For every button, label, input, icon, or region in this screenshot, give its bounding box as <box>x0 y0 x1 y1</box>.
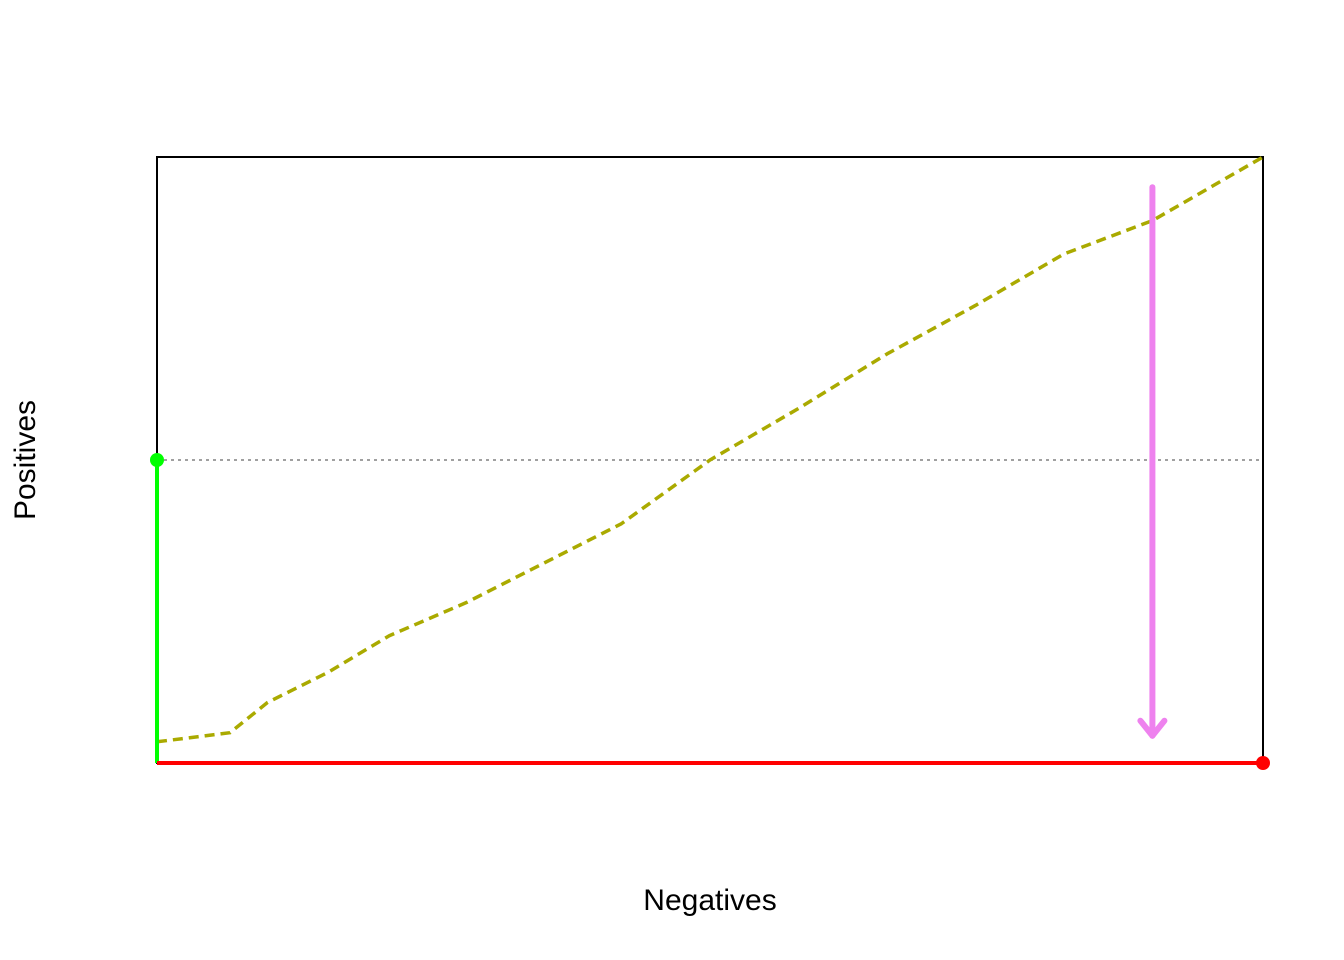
x-axis-label: Negatives <box>643 884 776 917</box>
y-axis-label: Positives <box>9 400 42 520</box>
point-marker-0 <box>150 453 164 467</box>
point-marker-1 <box>1256 756 1270 770</box>
marks-layer <box>150 155 1270 770</box>
arrow-head-0 <box>1137 717 1168 739</box>
series-line-0 <box>156 155 1264 744</box>
